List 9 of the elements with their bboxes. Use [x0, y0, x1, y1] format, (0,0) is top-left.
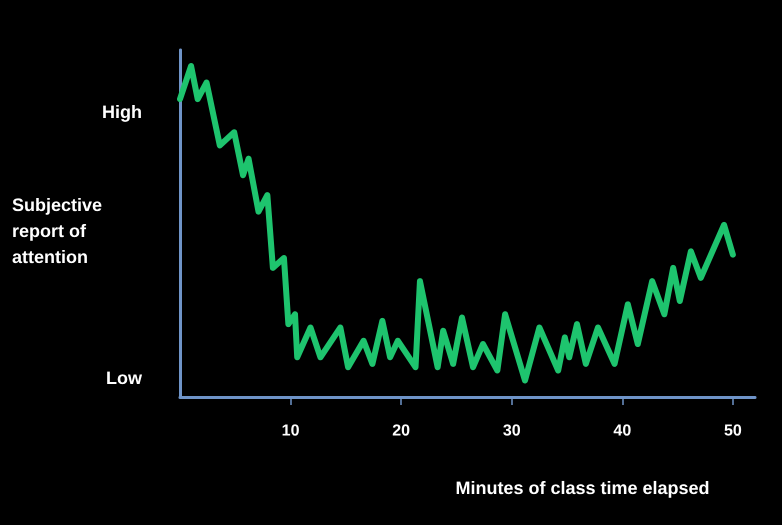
text: Low	[106, 368, 143, 388]
y-axis-title: Subjective report of attention	[12, 195, 102, 267]
x-axis-title: Minutes of class time elapsed	[455, 478, 710, 498]
x-tick-label: 30	[502, 422, 521, 440]
text: High	[102, 102, 142, 122]
x-tick-label: 20	[392, 422, 410, 440]
x-tick-label: 10	[282, 422, 300, 440]
x-tick-label: 40	[613, 422, 632, 440]
x-tick-label: 50	[724, 422, 742, 440]
